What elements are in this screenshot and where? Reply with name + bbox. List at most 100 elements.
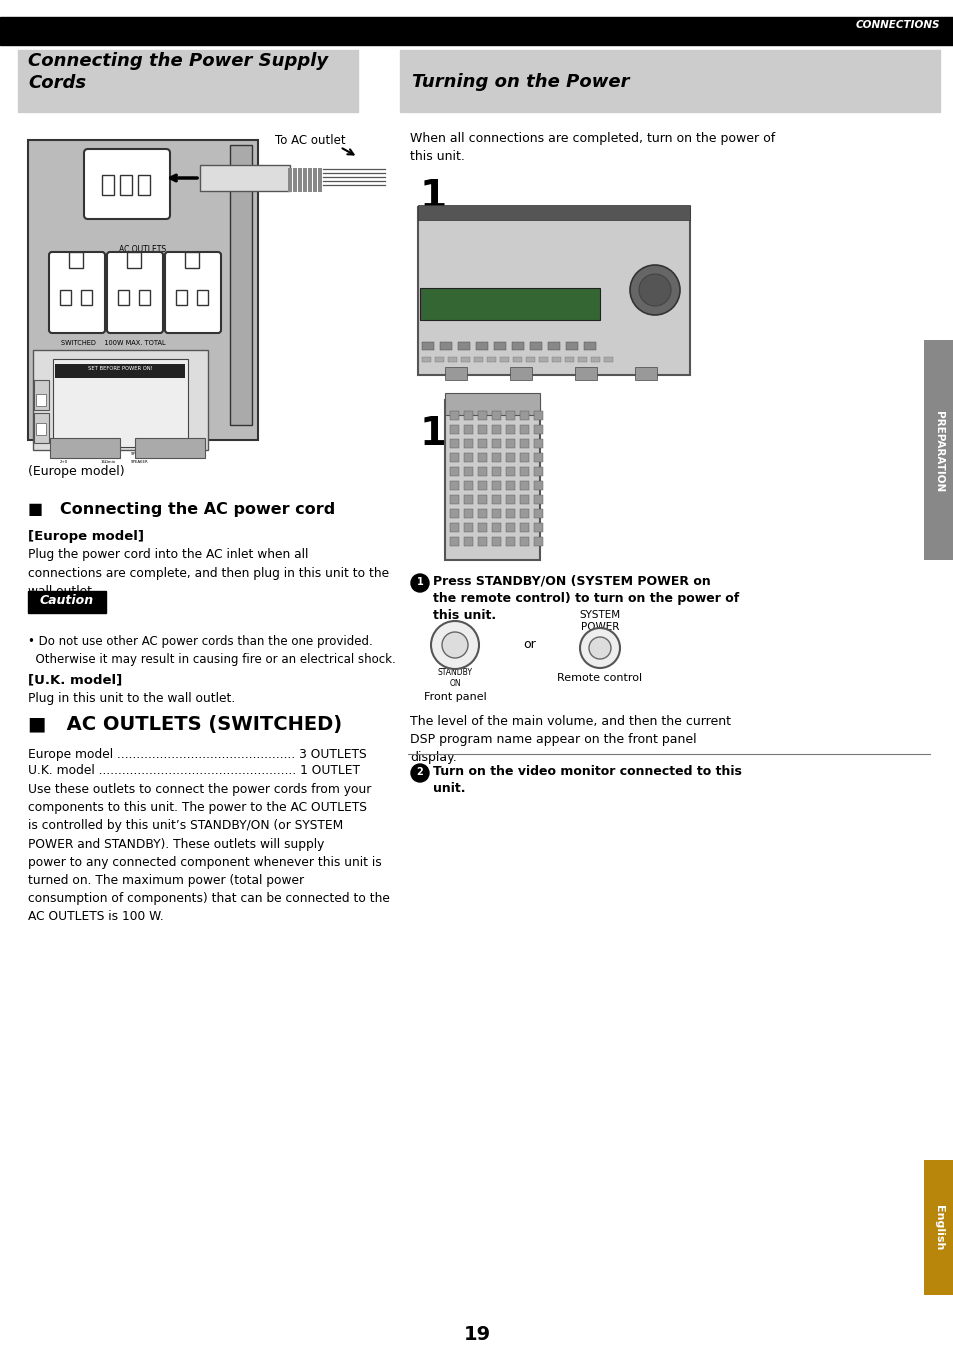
Bar	[492, 439, 500, 448]
Bar	[534, 439, 542, 448]
Text: U.K. model ................................................... 1 OUTLET: U.K. model .............................…	[28, 764, 359, 776]
Text: Turn on the video monitor connected to this
unit.: Turn on the video monitor connected to t…	[433, 766, 741, 795]
Bar	[492, 425, 500, 434]
Text: 4-8Ω: 4-8Ω	[103, 443, 112, 448]
Bar	[476, 342, 488, 350]
Bar	[53, 359, 188, 448]
Bar	[534, 411, 542, 421]
Bar	[463, 439, 473, 448]
Bar	[118, 290, 129, 305]
Bar	[419, 288, 599, 319]
Bar	[590, 357, 599, 363]
Bar	[450, 510, 458, 518]
Bar	[477, 510, 486, 518]
Bar	[565, 342, 578, 350]
Text: Turning on the Power: Turning on the Power	[412, 73, 629, 92]
Bar	[36, 423, 46, 435]
Text: SWITCHED    100W MAX. TOTAL: SWITCHED 100W MAX. TOTAL	[61, 340, 165, 346]
Bar	[463, 466, 473, 476]
Text: Caution: Caution	[40, 593, 94, 607]
Bar	[477, 439, 486, 448]
Text: 1: 1	[419, 178, 447, 216]
Bar	[138, 175, 150, 195]
Text: 16Ωmin: 16Ωmin	[100, 460, 115, 464]
Text: 4-8Ω: 4-8Ω	[103, 415, 112, 419]
Text: The level of the main volume, and then the current
DSP program name appear on th: The level of the main volume, and then t…	[410, 714, 730, 764]
FancyBboxPatch shape	[84, 150, 170, 218]
Text: Plug the power cord into the AC inlet when all
connections are complete, and the: Plug the power cord into the AC inlet wh…	[28, 549, 389, 599]
Circle shape	[441, 632, 468, 658]
Bar	[512, 342, 523, 350]
Text: REAR CENTER: REAR CENTER	[60, 391, 87, 395]
FancyBboxPatch shape	[165, 252, 221, 333]
Bar	[519, 481, 529, 491]
Circle shape	[588, 638, 610, 659]
Bar	[34, 412, 49, 443]
Bar	[127, 252, 141, 268]
Bar	[519, 510, 529, 518]
Bar	[120, 175, 132, 195]
Bar	[499, 357, 509, 363]
Bar	[0, 18, 953, 44]
Bar	[463, 425, 473, 434]
Bar	[474, 357, 482, 363]
Bar	[399, 50, 939, 112]
Bar	[303, 168, 307, 191]
Bar	[288, 168, 292, 191]
Bar	[534, 537, 542, 546]
Bar	[450, 453, 458, 462]
Bar	[505, 466, 515, 476]
Bar	[505, 439, 515, 448]
Text: SPEAKER: SPEAKER	[132, 391, 149, 395]
Bar	[534, 510, 542, 518]
Bar	[477, 453, 486, 462]
Text: 4-8Ω: 4-8Ω	[103, 407, 112, 411]
Bar	[444, 400, 539, 559]
Bar	[492, 523, 500, 532]
Text: SPEAKER: SPEAKER	[132, 429, 149, 431]
Text: 2+0: 2+0	[60, 415, 69, 419]
Bar	[450, 466, 458, 476]
Bar	[102, 175, 113, 195]
Text: REAR CENTER: REAR CENTER	[60, 435, 87, 439]
Bar	[28, 140, 257, 439]
Bar	[463, 481, 473, 491]
Bar	[463, 411, 473, 421]
Text: When all connections are completed, turn on the power of
this unit.: When all connections are completed, turn…	[410, 132, 775, 163]
Bar	[308, 168, 312, 191]
Text: SPEAKER: SPEAKER	[132, 383, 149, 387]
Bar	[139, 290, 150, 305]
Text: or: or	[523, 639, 536, 651]
Bar	[505, 411, 515, 421]
Text: ■   Connecting the AC power cord: ■ Connecting the AC power cord	[28, 501, 335, 518]
Bar	[421, 357, 431, 363]
Bar	[519, 466, 529, 476]
Text: 4-8Ω: 4-8Ω	[103, 391, 112, 395]
Text: REAR: REAR	[60, 429, 71, 431]
Bar	[477, 425, 486, 434]
Bar	[313, 168, 316, 191]
Text: 4-8Ω: 4-8Ω	[103, 429, 112, 431]
Circle shape	[629, 266, 679, 315]
Bar	[519, 411, 529, 421]
Bar	[534, 495, 542, 504]
Bar	[575, 367, 597, 380]
Text: PREPARATION: PREPARATION	[933, 411, 943, 492]
Circle shape	[431, 621, 478, 669]
Bar	[477, 481, 486, 491]
Bar	[519, 425, 529, 434]
Text: SPEAKER: SPEAKER	[132, 435, 149, 439]
Text: 1: 1	[416, 577, 423, 586]
Bar	[534, 453, 542, 462]
Text: ■   AC OUTLETS (SWITCHED): ■ AC OUTLETS (SWITCHED)	[28, 714, 342, 735]
Bar	[463, 453, 473, 462]
Bar	[538, 357, 547, 363]
Bar	[603, 357, 613, 363]
Text: CENTER: CENTER	[60, 399, 75, 403]
Text: SYSTEM
POWER: SYSTEM POWER	[578, 611, 619, 632]
Bar	[486, 357, 496, 363]
Circle shape	[579, 628, 619, 669]
Text: 4-8Ω: 4-8Ω	[103, 383, 112, 387]
Text: 2+0: 2+0	[60, 460, 69, 464]
Text: AC OUTLETS: AC OUTLETS	[119, 245, 167, 255]
